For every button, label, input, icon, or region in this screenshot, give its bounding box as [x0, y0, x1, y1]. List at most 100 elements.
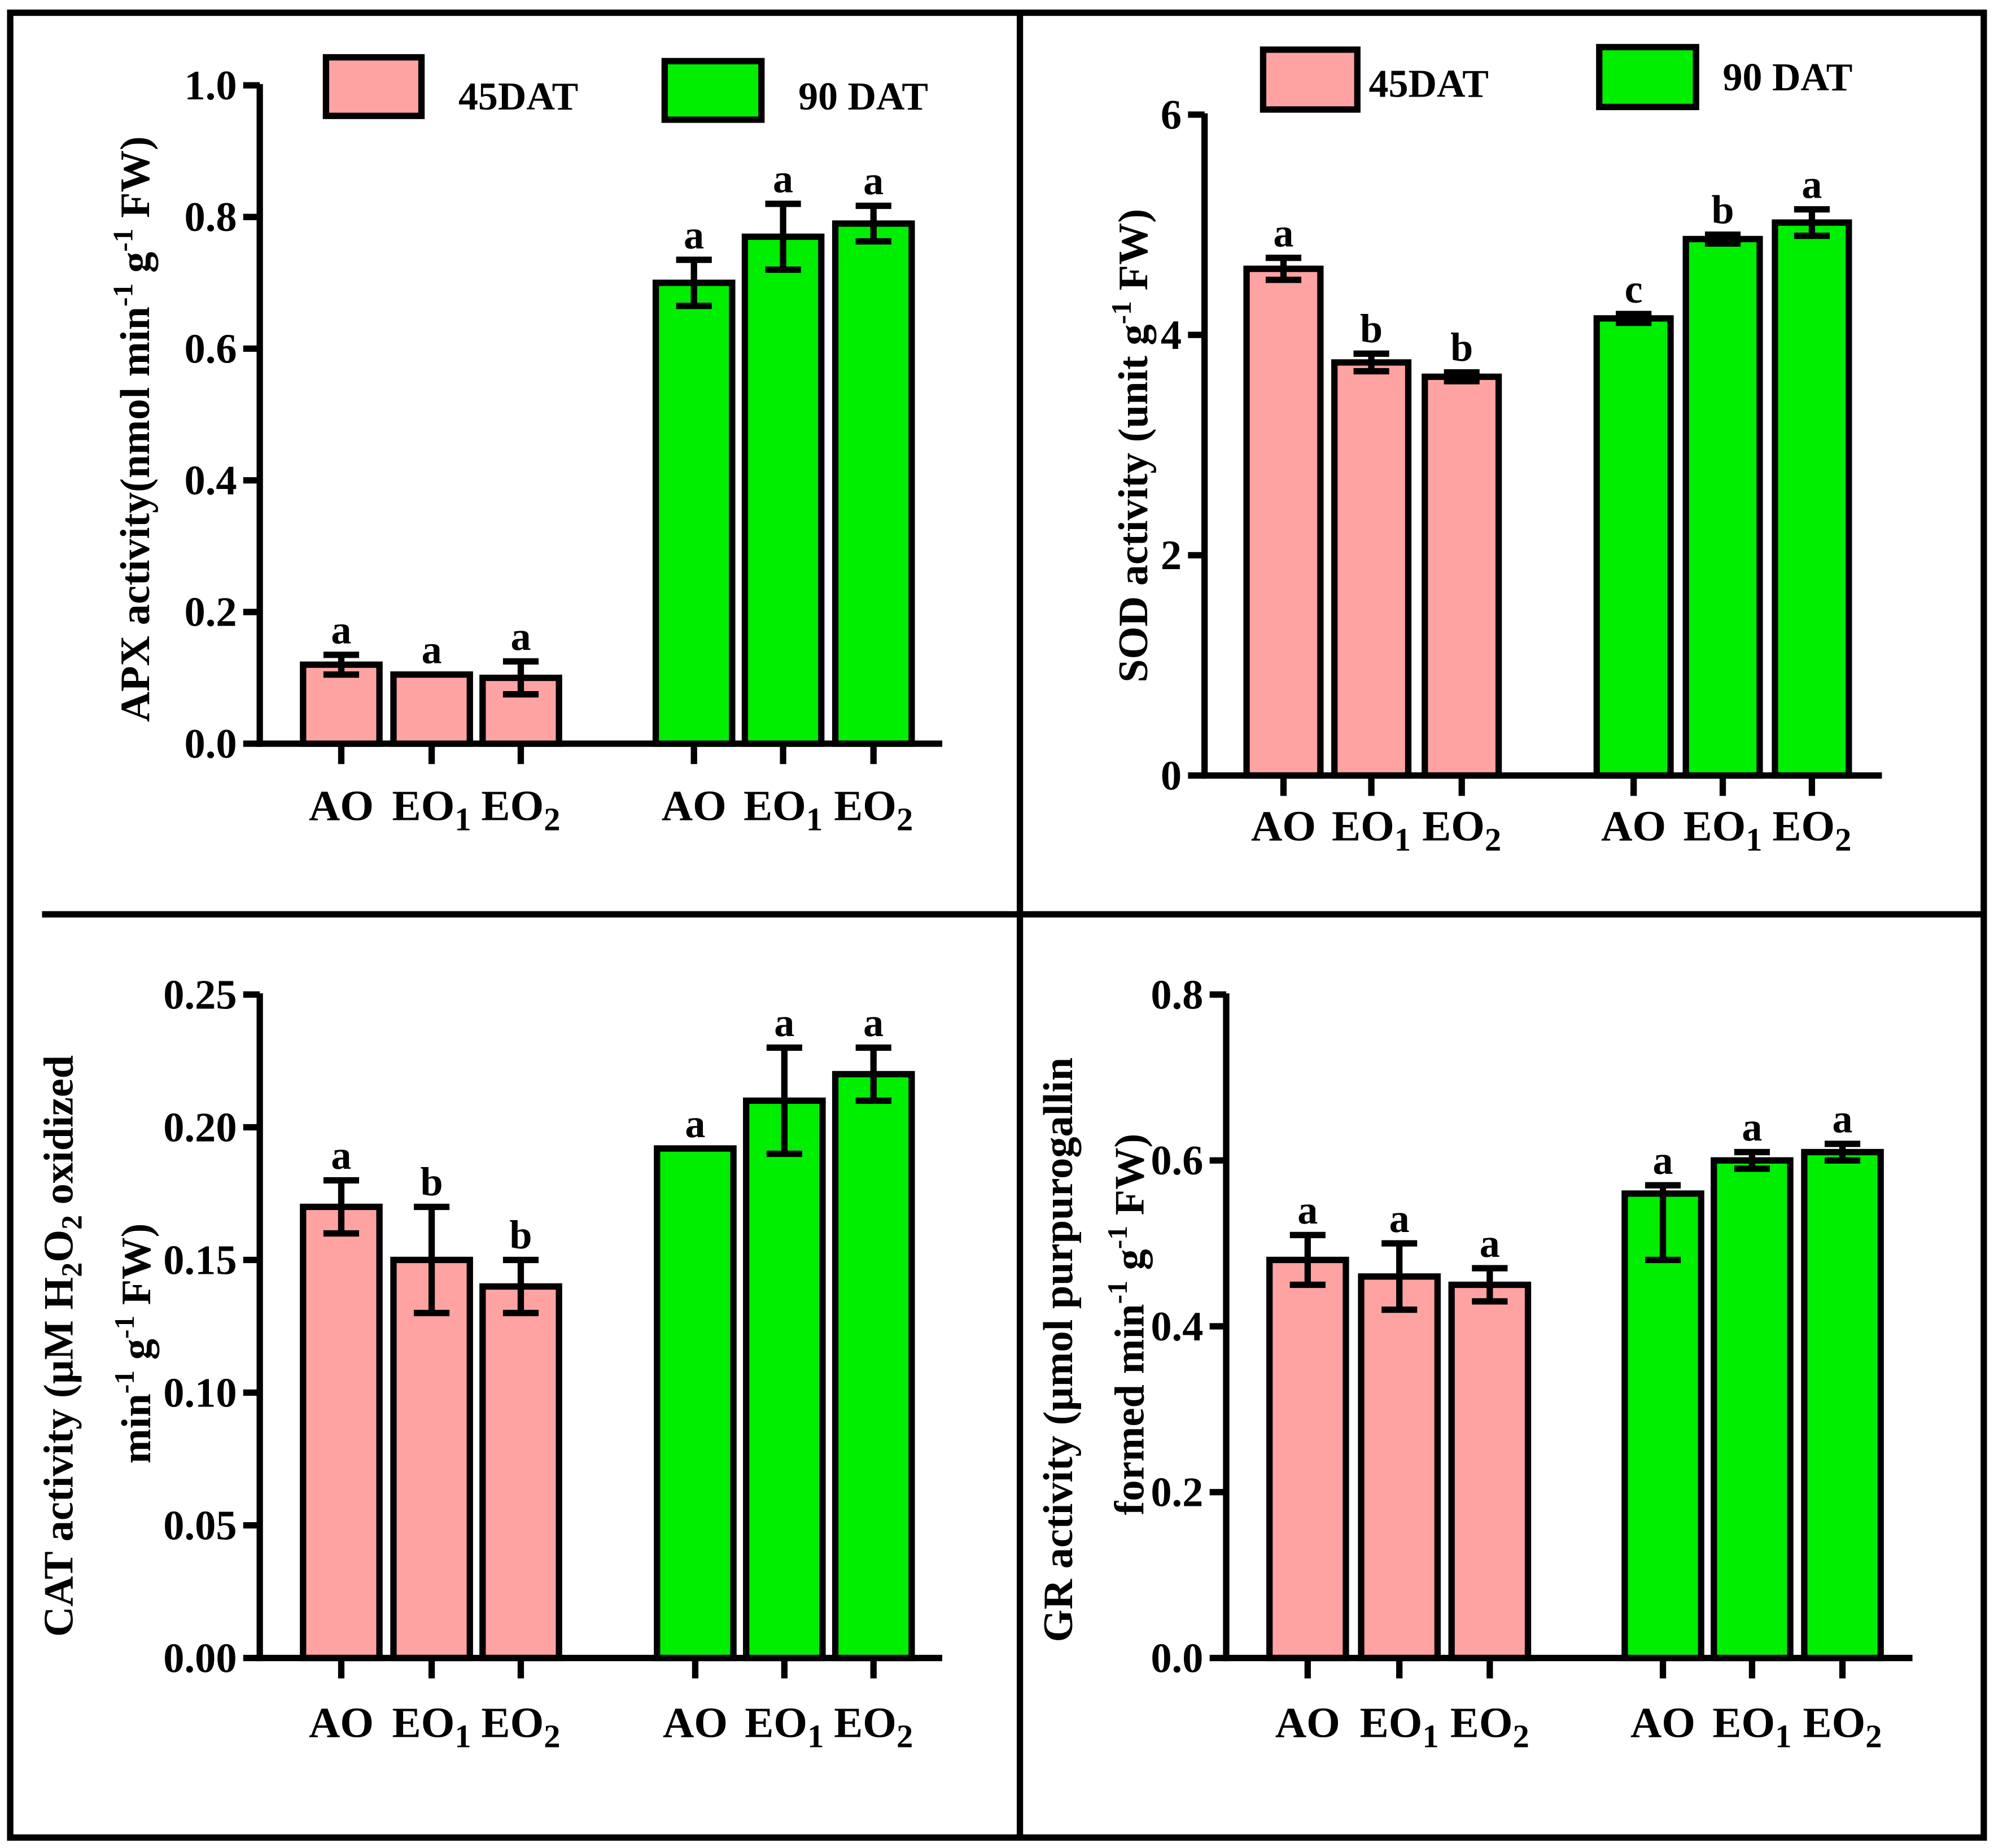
x-tick-label-90dat-ao: AO: [1601, 802, 1666, 850]
x-tick-label-base: EO: [1803, 1698, 1866, 1746]
significance-letter-90dat-eo2: a: [1833, 1096, 1853, 1142]
y-tick-label: 0.00: [163, 1635, 237, 1681]
bar-90dat-ao: [1621, 1190, 1704, 1662]
y-axis-label-line-1: APX activity(nmol min-1 g-1 FW): [108, 136, 159, 722]
bar-90dat-ao: [1593, 315, 1674, 779]
x-tick-label-base: AO: [1275, 1698, 1340, 1746]
x-tick-label-base: AO: [663, 1698, 728, 1746]
x-tick-label-subscript: 1: [1422, 1718, 1438, 1754]
error-bar-90dat-ao: [1616, 311, 1652, 326]
y-tick-label: 1.0: [185, 63, 237, 109]
x-tick-label-45dat-ao: AO: [309, 1698, 374, 1746]
bar-45dat-eo2: [1448, 1281, 1532, 1662]
y-tick-label: 0.25: [163, 972, 237, 1018]
y-tick-label: 0.2: [185, 589, 237, 636]
significance-letter-90dat-ao: a: [684, 212, 704, 257]
error-bar-45dat-eo2: [502, 1256, 539, 1317]
bar-90dat-eo1: [741, 233, 825, 747]
significance-letter-45dat-ao: a: [1273, 210, 1293, 255]
x-tick-label-base: EO: [1422, 802, 1485, 850]
x-tick-label-45dat-eo2: EO2: [481, 1698, 560, 1754]
x-tick-label-base: AO: [662, 781, 727, 829]
error-bar-90dat-eo1: [765, 200, 801, 273]
x-tick-label-90dat-eo2: EO2: [834, 781, 913, 837]
y-axis-label-line-1: SOD activity (unit g-1 FW): [1106, 209, 1157, 683]
error-bar-90dat-eo2: [855, 1044, 891, 1104]
y-axis-label-superscript: -1: [109, 1316, 140, 1339]
legend-label-90dat: 90 DAT: [1723, 56, 1853, 99]
significance-letter-45dat-eo2: b: [1450, 325, 1473, 370]
y-tick-label: 0.6: [1151, 1138, 1203, 1184]
bar-45dat-ao: [1243, 265, 1324, 779]
significance-letter-45dat-eo1: b: [421, 1159, 443, 1204]
y-axis-label-segment: FW): [1107, 1134, 1153, 1226]
significance-letter-45dat-eo2: a: [1480, 1221, 1500, 1266]
legend-swatch-90dat: [1596, 43, 1699, 111]
bar-45dat-eo2: [1422, 373, 1502, 779]
bar-45dat-eo1: [1358, 1273, 1441, 1662]
legend-swatch-45dat: [1260, 46, 1361, 113]
x-tick-label-base: EO: [392, 1698, 455, 1746]
error-bar-90dat-eo2: [1824, 1141, 1861, 1164]
y-axis-label-line-2: formed min-1 g-1 FW): [1102, 1134, 1153, 1515]
y-axis-label-segment: FW): [113, 1224, 160, 1316]
significance-letter-45dat-eo1: a: [422, 627, 442, 672]
significance-letter-45dat-ao: a: [331, 607, 351, 652]
x-tick-label-90dat-eo2: EO2: [834, 1698, 913, 1754]
x-tick-label-45dat-eo1: EO1: [1332, 802, 1411, 858]
x-tick-label-base: EO: [1683, 802, 1746, 850]
panel-frame: [7, 9, 1987, 1841]
x-tick-label-90dat-eo1: EO1: [745, 1698, 824, 1754]
error-bar-90dat-ao: [1645, 1182, 1681, 1264]
y-tick-label: 0: [1161, 753, 1182, 799]
y-axis-label-superscript: -1: [1102, 1281, 1133, 1304]
y-axis-label-segment: g: [112, 252, 159, 283]
error-bar-45dat-ao: [323, 1177, 360, 1237]
x-tick-label-base: EO: [1712, 1698, 1775, 1746]
y-tick-label: 0.0: [1151, 1635, 1203, 1681]
y-axis-label-line-1: GR activity (µmol purpurogallin: [1035, 1058, 1082, 1642]
y-tick-label: 0.0: [185, 721, 237, 767]
x-tick-label-subscript: 1: [454, 801, 471, 838]
x-tick-label-base: EO: [834, 781, 897, 829]
bar-90dat-eo1: [1682, 235, 1763, 779]
x-tick-label-45dat-ao: AO: [309, 781, 374, 829]
y-axis-label-segment: FW): [112, 136, 159, 228]
bar-45dat-ao: [300, 661, 383, 747]
x-tick-label-45dat-eo1: EO1: [392, 781, 471, 837]
x-tick-label-90dat-eo1: EO1: [1683, 802, 1763, 858]
significance-letter-45dat-eo1: a: [1389, 1196, 1410, 1241]
x-tick-label-base: AO: [1630, 1698, 1695, 1746]
y-axis-label-segment: oxidized: [36, 1055, 82, 1215]
x-tick-label-45dat-eo1: EO1: [392, 1698, 471, 1754]
bar-90dat-ao: [654, 1145, 737, 1662]
bar-45dat-eo1: [1331, 359, 1412, 779]
y-axis-label-superscript: -1: [109, 1370, 140, 1393]
y-axis-label-superscript: -1: [1106, 301, 1137, 324]
y-tick-label: 6: [1161, 92, 1182, 138]
significance-letter-45dat-ao: a: [1297, 1187, 1318, 1233]
x-tick-label-subscript: 1: [454, 1718, 471, 1754]
x-tick-label-subscript: 2: [544, 1718, 560, 1754]
y-tick-label: 2: [1161, 532, 1182, 579]
x-tick-label-subscript: 1: [1746, 822, 1762, 858]
bar-45dat-eo1: [390, 1256, 473, 1662]
x-tick-label-subscript: 2: [1865, 1718, 1882, 1754]
y-axis-label-segment: SOD activity (unit g: [1110, 324, 1157, 683]
x-tick-label-90dat-eo2: EO2: [1803, 1698, 1882, 1754]
y-axis-label-segment: APX activity(nmol min: [112, 307, 159, 722]
y-axis-label-segment: g: [1107, 1249, 1153, 1281]
error-bar-90dat-eo2: [1794, 206, 1830, 239]
y-axis-label-superscript: -1: [108, 229, 139, 252]
x-tick-label-45dat-ao: AO: [1251, 802, 1316, 850]
significance-letter-45dat-eo2: b: [509, 1212, 532, 1257]
legend-label-45dat: 45DAT: [1369, 62, 1489, 106]
y-axis-label-segment: g: [113, 1339, 160, 1370]
x-tick-label-subscript: 2: [1835, 822, 1851, 858]
x-tick-label-subscript: 1: [807, 1718, 824, 1754]
y-axis-label-segment: O: [36, 1230, 82, 1262]
significance-letter-45dat-eo2: a: [510, 614, 531, 659]
legend-swatch-45dat: [322, 54, 425, 119]
